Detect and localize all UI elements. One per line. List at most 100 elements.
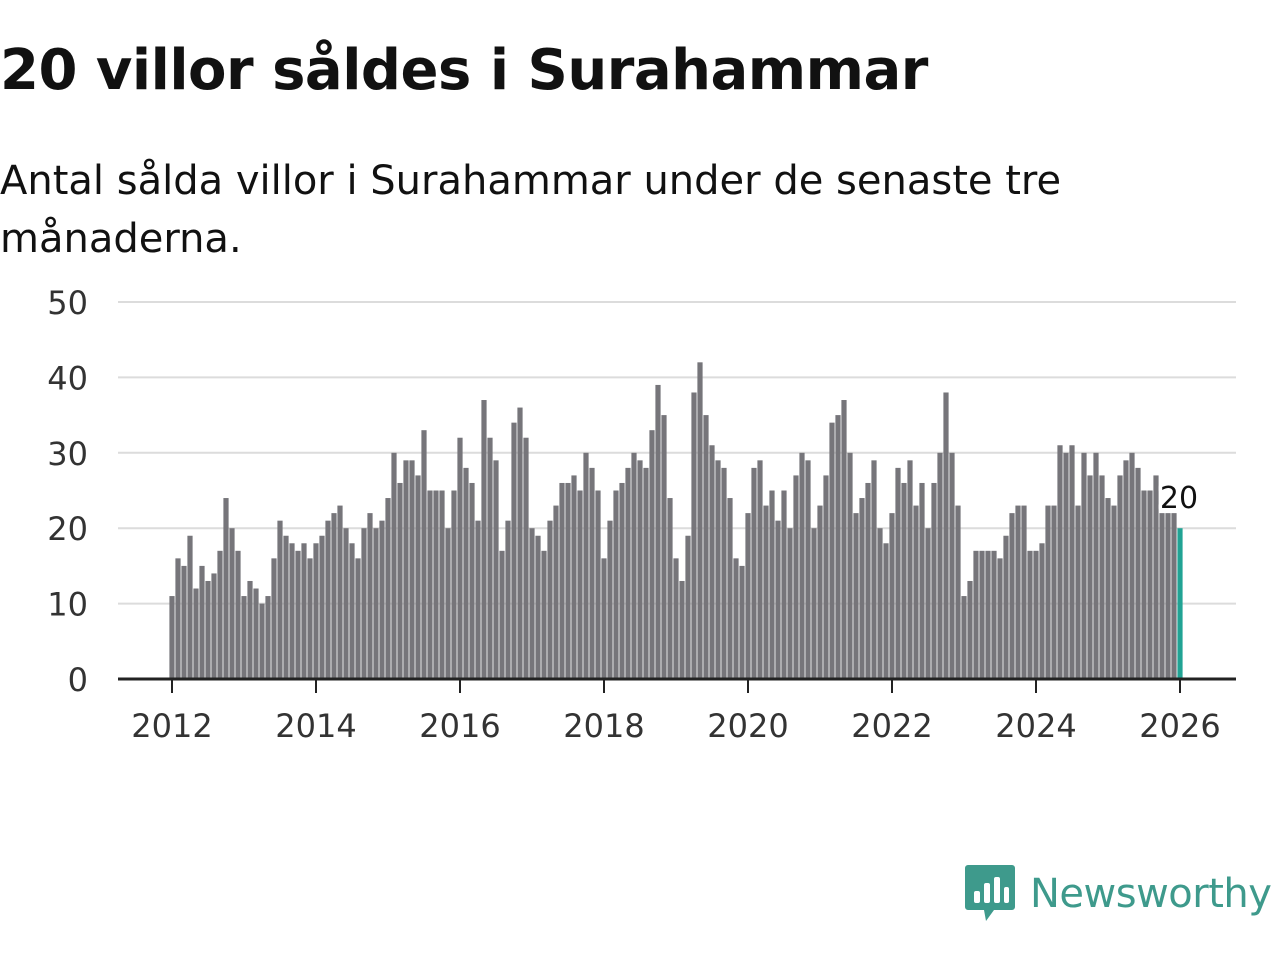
bar: [571, 475, 577, 679]
bar: [781, 490, 787, 679]
bar: [457, 437, 463, 679]
bar: [451, 490, 457, 679]
bar: [373, 528, 379, 679]
bar: [235, 550, 241, 679]
y-tick-label: 40: [47, 359, 88, 397]
bar: [181, 565, 187, 679]
bar: [1099, 475, 1105, 679]
bar: [301, 543, 307, 679]
bar: [625, 467, 631, 679]
bar: [1153, 475, 1159, 679]
y-tick-label: 10: [47, 586, 88, 624]
bar: [961, 596, 967, 679]
bar: [217, 550, 223, 679]
bar: [187, 535, 193, 679]
bar: [1015, 505, 1021, 679]
bar: [823, 475, 829, 679]
bar: [589, 467, 595, 679]
bar: [541, 550, 547, 679]
bar: [271, 558, 277, 679]
bar: [649, 430, 655, 679]
bar: [1123, 460, 1129, 679]
bar: [1147, 490, 1153, 679]
bar: [1069, 445, 1075, 679]
chart-subtitle: Antal sålda villor i Surahammar under de…: [0, 158, 1062, 262]
bar: [1057, 445, 1063, 679]
bar: [949, 452, 955, 679]
bar: [655, 384, 661, 679]
bar: [1081, 452, 1087, 679]
bar: [745, 513, 751, 679]
x-tick-label: 2024: [995, 707, 1076, 745]
bar: [685, 535, 691, 679]
bar: [1171, 513, 1177, 679]
bar: [1063, 452, 1069, 679]
bar: [907, 460, 913, 679]
bar: [505, 520, 511, 679]
bar: [955, 505, 961, 679]
bar: [769, 490, 775, 679]
bar: [331, 513, 337, 679]
bar: [415, 475, 421, 679]
x-tick-label: 2014: [275, 707, 356, 745]
bar: [421, 430, 427, 679]
x-tick-label: 2016: [419, 707, 500, 745]
bar: [1105, 498, 1111, 679]
bar: [607, 520, 613, 679]
y-tick-label: 0: [68, 661, 88, 699]
bar: [211, 573, 217, 679]
bar: [637, 460, 643, 679]
bar: [277, 520, 283, 679]
bar: [199, 565, 205, 679]
bar: [847, 452, 853, 679]
bar: [175, 558, 181, 679]
bar: [1087, 475, 1093, 679]
bar: [691, 392, 697, 679]
bar: [229, 528, 235, 679]
bar: [313, 543, 319, 679]
bar: [895, 467, 901, 679]
bar: [361, 528, 367, 679]
bar: [883, 543, 889, 679]
bar: [715, 460, 721, 679]
bar: [559, 482, 565, 679]
bar: [1111, 505, 1117, 679]
bar: [991, 550, 997, 679]
y-tick-label: 30: [47, 435, 88, 473]
bar: [613, 490, 619, 679]
bar: [439, 490, 445, 679]
bar: [1027, 550, 1033, 679]
bar: [259, 603, 265, 679]
x-tick-label: 2022: [851, 707, 932, 745]
bar: [265, 596, 271, 679]
bar: [793, 475, 799, 679]
bar: [1075, 505, 1081, 679]
bar: [583, 452, 589, 679]
bar: [223, 498, 229, 679]
bar: [985, 550, 991, 679]
bar: [1033, 550, 1039, 679]
bar: [295, 550, 301, 679]
bar: [577, 490, 583, 679]
bar: [673, 558, 679, 679]
bar: [241, 596, 247, 679]
bar: [289, 543, 295, 679]
bar: [1045, 505, 1051, 679]
bar: [1117, 475, 1123, 679]
bar: [757, 460, 763, 679]
bar: [463, 467, 469, 679]
bar: [679, 580, 685, 679]
bar: [1093, 452, 1099, 679]
bar: [739, 565, 745, 679]
bar: [409, 460, 415, 679]
bar: [481, 400, 487, 679]
bar: [727, 498, 733, 679]
bar: [829, 422, 835, 679]
newsworthy-logo-icon: [965, 865, 1015, 921]
bar: [307, 558, 313, 679]
bar: [343, 528, 349, 679]
bar: [817, 505, 823, 679]
bar: [349, 543, 355, 679]
bar: [997, 558, 1003, 679]
bar: [703, 415, 709, 679]
